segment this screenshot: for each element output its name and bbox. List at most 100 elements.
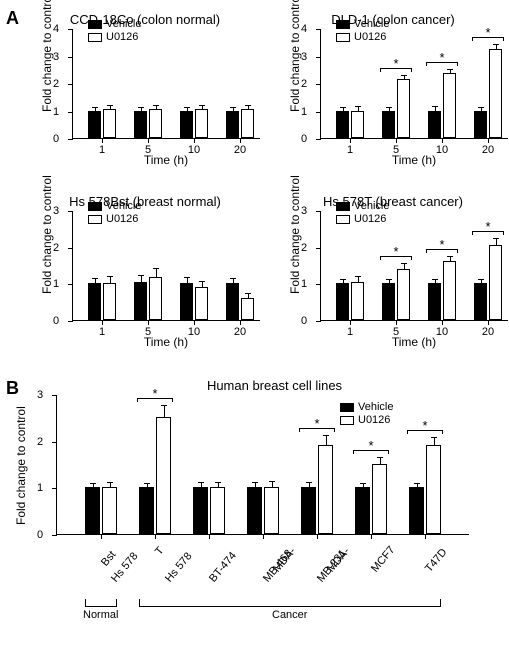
legend-label: U0126 xyxy=(354,31,386,43)
legend-label: U0126 xyxy=(354,213,386,225)
bar xyxy=(351,111,364,139)
bar xyxy=(489,245,502,320)
y-tick-label: 2 xyxy=(53,78,59,90)
x-tick-label: Hs 578 xyxy=(163,551,195,585)
y-tick-label: 2 xyxy=(37,436,43,448)
x-tick-label: 5 xyxy=(145,144,151,156)
legend-label: Vehicle xyxy=(354,200,389,212)
legend-swatch xyxy=(88,202,102,211)
y-tick-label: 0 xyxy=(53,133,59,145)
x-tick-label: 5 xyxy=(393,326,399,338)
y-tick-label: 1 xyxy=(37,482,43,494)
bar xyxy=(443,261,456,320)
chart-dld1: DLD-1 (colon cancer)Fold change to contr… xyxy=(278,12,508,172)
legend-label: Vehicle xyxy=(106,18,141,30)
bar xyxy=(134,111,147,139)
chart-title: CCD-18Co (colon normal) xyxy=(30,12,260,27)
y-tick-label: 0 xyxy=(301,133,307,145)
y-tick-label: 0 xyxy=(53,315,59,327)
x-tick-label: 20 xyxy=(234,144,246,156)
bar xyxy=(139,487,154,534)
legend-label: Vehicle xyxy=(358,401,393,413)
y-axis-label: Fold change to control xyxy=(14,406,28,525)
legend-swatch xyxy=(340,416,354,425)
bar xyxy=(195,287,208,320)
significance-marker: * xyxy=(353,441,389,454)
y-tick-label: 0 xyxy=(37,529,43,541)
bar xyxy=(180,283,193,320)
chart-hs578t: Hs 578T (breast cancer)Fold change to co… xyxy=(278,194,508,354)
bar xyxy=(88,111,101,139)
bar xyxy=(443,73,456,138)
chart-breast-lines: Fold change to control0123****Hs 578BstH… xyxy=(0,395,509,535)
legend: VehicleU0126 xyxy=(88,200,141,226)
bar xyxy=(474,111,487,139)
bar xyxy=(428,283,441,320)
x-tick-label: BT-474 xyxy=(207,550,239,585)
x-tick-label: 20 xyxy=(482,326,494,338)
legend-swatch xyxy=(88,20,102,29)
y-tick-label: 3 xyxy=(301,205,307,217)
significance-marker: * xyxy=(426,240,458,253)
x-tick-label: 5 xyxy=(145,326,151,338)
x-tick-label: 1 xyxy=(99,144,105,156)
chart-title: Hs 578Bst (breast normal) xyxy=(30,194,260,209)
significance-marker: * xyxy=(299,419,335,432)
bar xyxy=(351,282,364,321)
legend-swatch xyxy=(336,33,350,42)
x-tick-label: 10 xyxy=(436,144,448,156)
bar xyxy=(134,282,147,320)
x-tick-label: 10 xyxy=(188,144,200,156)
bar xyxy=(85,487,100,534)
bar xyxy=(336,283,349,320)
bar xyxy=(372,464,387,534)
bar xyxy=(397,79,410,138)
x-tick-label: 1 xyxy=(99,326,105,338)
legend: VehicleU0126 xyxy=(336,18,389,44)
bar xyxy=(474,283,487,320)
legend-label: Vehicle xyxy=(354,18,389,30)
bar xyxy=(247,487,262,534)
bar xyxy=(195,109,208,138)
legend-swatch xyxy=(336,202,350,211)
bar xyxy=(336,111,349,139)
bar xyxy=(180,111,193,139)
y-axis-label: Fold change to control xyxy=(40,175,54,294)
bar xyxy=(489,49,502,138)
bar xyxy=(226,111,239,139)
bar xyxy=(88,283,101,320)
y-tick-label: 3 xyxy=(301,51,307,63)
y-tick-label: 2 xyxy=(53,242,59,254)
y-tick-label: 1 xyxy=(53,106,59,118)
y-tick-label: 2 xyxy=(301,242,307,254)
bar xyxy=(103,283,116,320)
bar xyxy=(102,487,117,534)
bar xyxy=(149,277,162,320)
y-tick-label: 3 xyxy=(37,389,43,401)
bar xyxy=(382,283,395,320)
bar xyxy=(264,487,279,534)
x-tick-label: 1 xyxy=(347,326,353,338)
legend: VehicleU0126 xyxy=(340,401,393,427)
legend-swatch xyxy=(336,20,350,29)
y-axis-label: Fold change to control xyxy=(288,175,302,294)
y-tick-label: 3 xyxy=(53,51,59,63)
bar xyxy=(210,487,225,534)
bar xyxy=(149,109,162,138)
chart-hs578bst: Hs 578Bst (breast normal)Fold change to … xyxy=(30,194,260,354)
y-tick-label: 4 xyxy=(301,23,307,35)
chart-title: Hs 578T (breast cancer) xyxy=(278,194,508,209)
significance-marker: * xyxy=(426,53,458,66)
y-tick-label: 1 xyxy=(53,278,59,290)
legend-label: Vehicle xyxy=(106,200,141,212)
bar xyxy=(241,298,254,320)
significance-marker: * xyxy=(407,421,443,434)
significance-marker: * xyxy=(380,247,412,260)
x-tick-label: T xyxy=(153,545,167,558)
panel-b: B Human breast cell lines Fold change to… xyxy=(0,378,509,658)
bar xyxy=(103,109,116,138)
x-tick-label: Bst xyxy=(99,549,118,569)
bar xyxy=(318,445,333,534)
legend-label: U0126 xyxy=(106,213,138,225)
y-tick-label: 3 xyxy=(53,205,59,217)
